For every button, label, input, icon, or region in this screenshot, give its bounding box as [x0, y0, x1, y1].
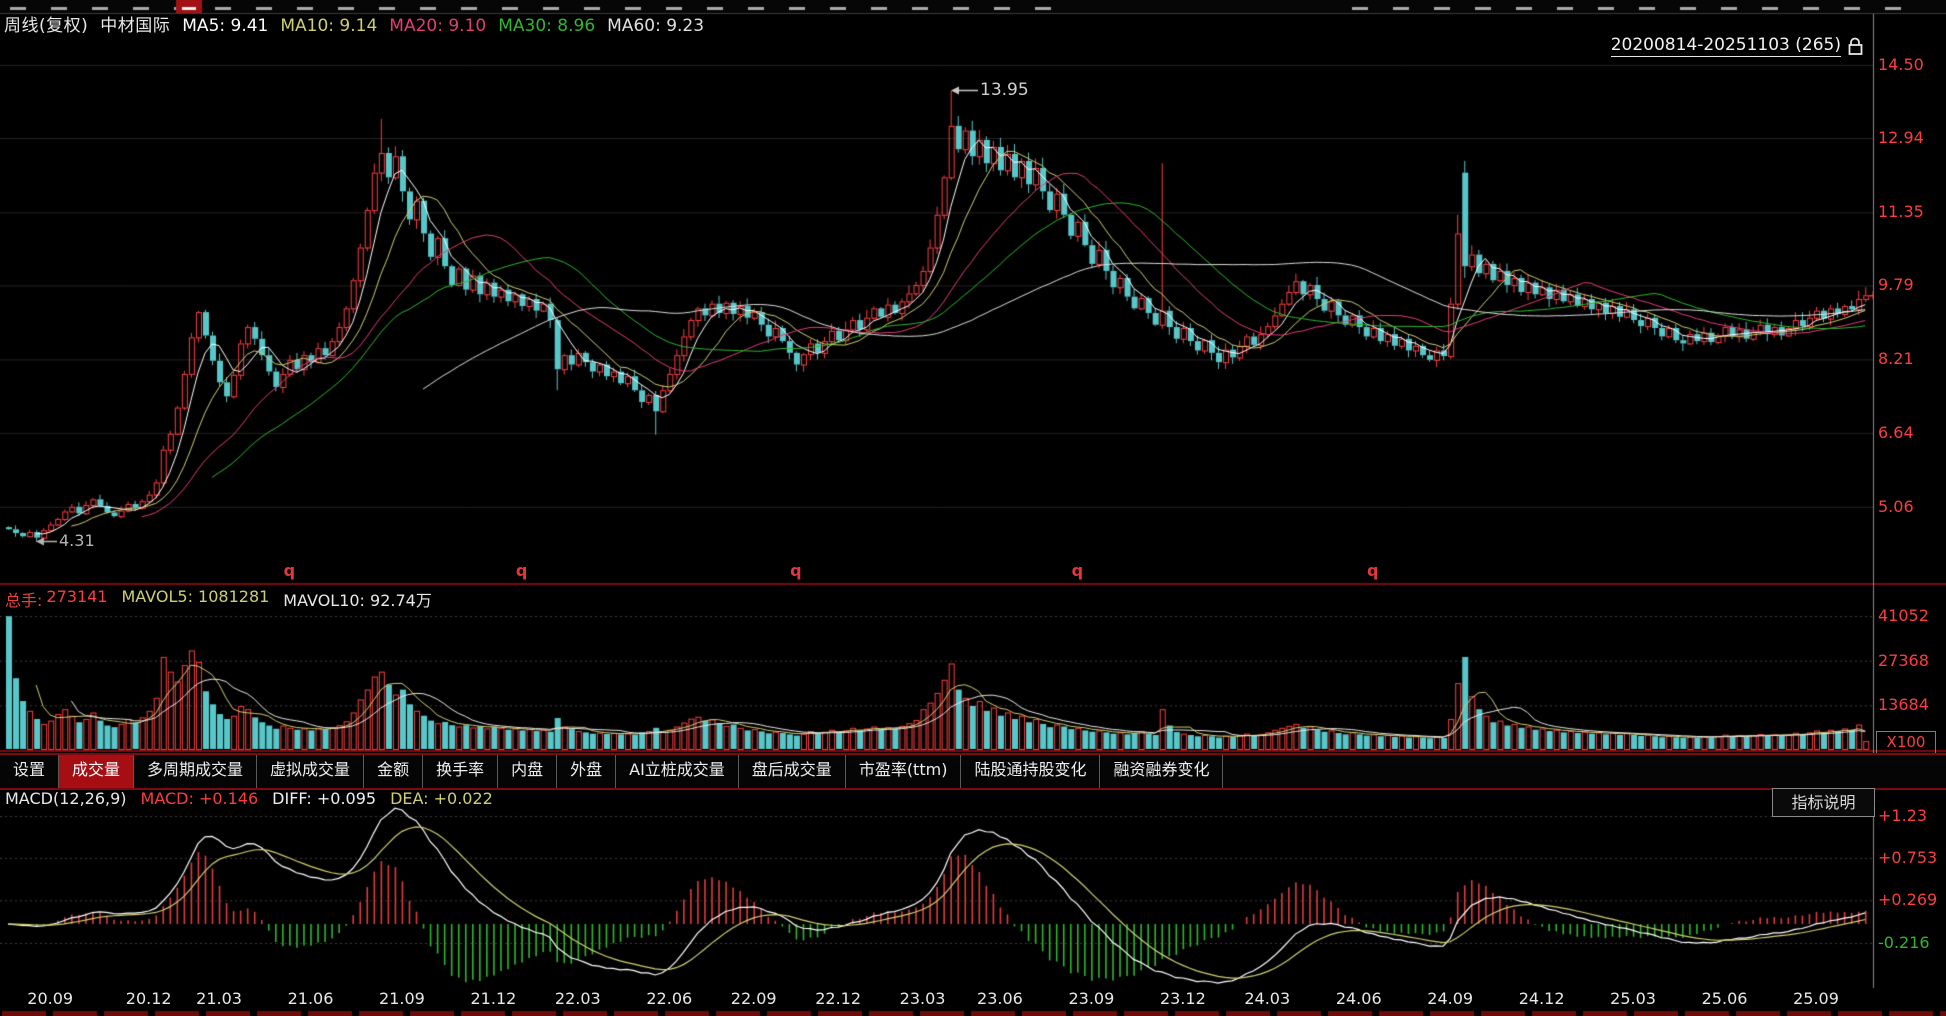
x-axis-label-23.09: 23.09: [1068, 989, 1115, 1008]
x-axis-label-23.06: 23.06: [977, 989, 1023, 1008]
x-axis-label-22.09: 22.09: [730, 989, 777, 1008]
tab-虚拟成交量[interactable]: 虚拟成交量: [257, 755, 365, 788]
volume-axis-label: 13684: [1878, 695, 1929, 715]
x-axis-label-21.03: 21.03: [196, 989, 242, 1008]
ex-dividend-marker: q: [283, 561, 296, 580]
tab-成交量[interactable]: 成交量: [59, 755, 135, 788]
x-axis-label-25.06: 25.06: [1701, 989, 1748, 1008]
volume-header-item: MAVOL5: 1081281: [121, 587, 270, 606]
x-axis-label-24.06: 24.06: [1335, 989, 1382, 1008]
price-axis-label: 12.94: [1878, 128, 1924, 147]
tab-陆股通持股变化[interactable]: 陆股通持股变化: [961, 755, 1101, 788]
tab-设置[interactable]: 设置: [0, 755, 60, 788]
x-axis-label-25.09: 25.09: [1793, 989, 1839, 1008]
x-axis-label-23.03: 23.03: [899, 989, 946, 1008]
macd-header: MACD(12,26,9) MACD: +0.146 DIFF: +0.095 DEA…: [5, 789, 493, 808]
x-axis-label-24.12: 24.12: [1518, 989, 1565, 1008]
volume-axis-label: 41052: [1878, 606, 1929, 625]
price-axis-label: 14.50: [1878, 55, 1924, 74]
x-axis-label-21.12: 21.12: [470, 989, 517, 1008]
macd-header-item: DIFF: +0.095: [272, 789, 377, 808]
ma3-value-label: MA30: 8.96: [498, 16, 596, 36]
volume-header: 总手: 273141 MAVOL5: 1081281 MAVOL10: 92.74万: [5, 587, 442, 611]
macd-header-item: MACD: +0.146: [140, 789, 259, 808]
x-axis-label-22.12: 22.12: [815, 989, 862, 1008]
x-axis-label-20.09: 20.09: [27, 989, 74, 1008]
date-range-label[interactable]: 20200814-20251103 (265): [1610, 35, 1841, 57]
price-axis-label: 9.79: [1878, 275, 1914, 295]
ex-dividend-marker: q: [790, 561, 802, 580]
ma-values: MA5: 9.41 MA10: 9.14 MA20: 9.10 MA30: 8.96 M…: [182, 16, 704, 36]
ex-dividend-marker: q: [1071, 561, 1084, 580]
volume-header-item: MAVOL10: 92.74万: [283, 591, 432, 610]
volume-unit-box: X100: [1876, 731, 1936, 754]
macd-header-item: MACD(12,26,9): [5, 789, 127, 808]
volume-header-item: 273141: [46, 587, 108, 606]
tab-AI立桩成交量[interactable]: AI立桩成交量: [616, 755, 739, 788]
x-axis-label-21.06: 21.06: [287, 989, 334, 1008]
price-axis-label: 6.64: [1878, 422, 1914, 442]
price-axis-label: 5.06: [1878, 496, 1914, 516]
stock-name: 中材国际: [100, 16, 171, 36]
macd-header-item: DEA: +0.022: [390, 789, 493, 808]
x-axis-label-24.03: 24.03: [1244, 989, 1291, 1008]
x-axis-label-24.09: 24.09: [1427, 989, 1474, 1008]
tab-盘后成交量[interactable]: 盘后成交量: [739, 755, 846, 788]
volume-header-item: 总手:: [5, 591, 43, 610]
macd-axis-label: +1.23: [1878, 806, 1928, 825]
macd-axis-label: -0.216: [1878, 933, 1930, 952]
tab-换手率[interactable]: 换手率: [423, 755, 499, 788]
volume-axis-label: 27368: [1878, 650, 1929, 670]
x-axis-label-20.12: 20.12: [125, 989, 172, 1008]
tab-内盘[interactable]: 内盘: [498, 755, 558, 788]
tab-市盈率(ttm)[interactable]: 市盈率(ttm): [846, 755, 962, 788]
x-axis-label-25.03: 25.03: [1610, 989, 1656, 1008]
tab-融资融券变化[interactable]: 融资融券变化: [1100, 755, 1224, 788]
ma1-value-label: MA10: 9.14: [280, 16, 378, 36]
ma4-value-label: MA60: 9.23: [607, 16, 705, 36]
title-row: 周线(复权) 中材国际 MA5: 9.41 MA10: 9.14 MA20: 9.1…: [4, 11, 704, 36]
indicator-help-button[interactable]: 指标说明: [1772, 788, 1875, 817]
high-annotation: 13.95: [980, 80, 1029, 100]
price-axis-label: 11.35: [1878, 202, 1924, 222]
x-axis-label-23.12: 23.12: [1159, 989, 1206, 1008]
x-axis-label-22.03: 22.03: [554, 989, 601, 1008]
ex-dividend-marker: q: [1367, 561, 1379, 580]
ex-dividend-marker: q: [515, 561, 528, 580]
indicator-tab-bar: 设置 成交量 多周期成交量 虚拟成交量 金额 换手率 内盘 外盘 AI立桩成交量 盘后成交量 市盈率…: [0, 753, 1946, 790]
period-label: 周线(复权): [4, 16, 89, 36]
tab-外盘[interactable]: 外盘: [557, 755, 617, 788]
macd-axis-label: +0.753: [1878, 847, 1938, 867]
low-annotation: 4.31: [59, 531, 95, 550]
tab-金额[interactable]: 金额: [364, 755, 424, 788]
x-axis-label-21.09: 21.09: [379, 989, 425, 1008]
x-axis-label-22.06: 22.06: [646, 989, 693, 1008]
ma2-value-label: MA20: 9.10: [389, 16, 487, 36]
tab-多周期成交量[interactable]: 多周期成交量: [134, 755, 258, 788]
ma0-value-label: MA5: 9.41: [182, 16, 269, 36]
macd-axis-label: +0.269: [1878, 890, 1938, 910]
date-range-control[interactable]: 20200814-20251103 (265): [1610, 35, 1864, 57]
price-axis-label: 8.21: [1878, 349, 1914, 369]
unlock-icon[interactable]: [1847, 37, 1864, 56]
